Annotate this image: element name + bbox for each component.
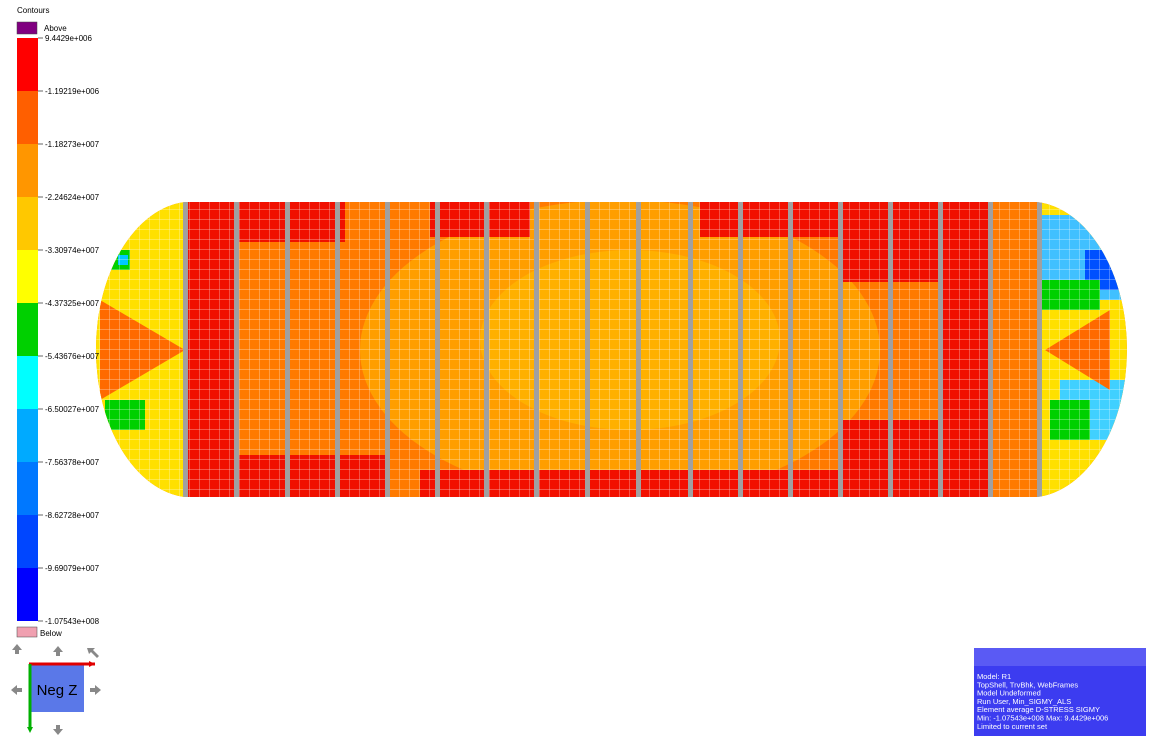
legend-band <box>17 515 38 568</box>
info-line: Limited to current set <box>977 722 1048 731</box>
legend-label: -1.19219e+006 <box>45 87 100 96</box>
below-label: Below <box>40 629 62 638</box>
legend-label: -1.18273e+007 <box>45 140 100 149</box>
legend-band <box>17 409 38 462</box>
legend-title: Contours <box>17 6 49 15</box>
legend-label: -4.37325e+007 <box>45 299 100 308</box>
legend-label: -6.50027e+007 <box>45 405 100 414</box>
legend-label: -5.43676e+007 <box>45 352 100 361</box>
legend-label: -8.62728e+007 <box>45 511 100 520</box>
view-label: Neg Z <box>37 682 78 699</box>
legend-band <box>17 197 38 250</box>
legend-label: -3.30974e+007 <box>45 246 100 255</box>
legend-band <box>17 356 38 409</box>
legend-band <box>17 568 38 621</box>
page: {"legend":{"title":"Contours","above":"A… <box>0 0 1151 740</box>
legend-label: 9.4429e+006 <box>45 34 92 43</box>
legend-band <box>17 303 38 356</box>
legend-label: -2.24624e+007 <box>45 193 100 202</box>
legend-band <box>17 144 38 197</box>
legend-band <box>17 38 38 91</box>
above-label: Above <box>44 24 67 33</box>
legend-label: -9.69079e+007 <box>45 564 100 573</box>
legend-band <box>17 91 38 144</box>
legend-band <box>17 250 38 303</box>
legend-band <box>17 462 38 515</box>
view-triad: Neg Z <box>11 644 101 735</box>
above-swatch <box>17 22 37 34</box>
below-swatch <box>17 627 37 637</box>
contour-model <box>80 195 1140 505</box>
legend-label: -7.56378e+007 <box>45 458 100 467</box>
legend-label: -1.07543e+008 <box>45 617 100 626</box>
viewport: Contours Above9.4429e+006 -1.19219e+006 -1.… <box>0 0 1151 740</box>
